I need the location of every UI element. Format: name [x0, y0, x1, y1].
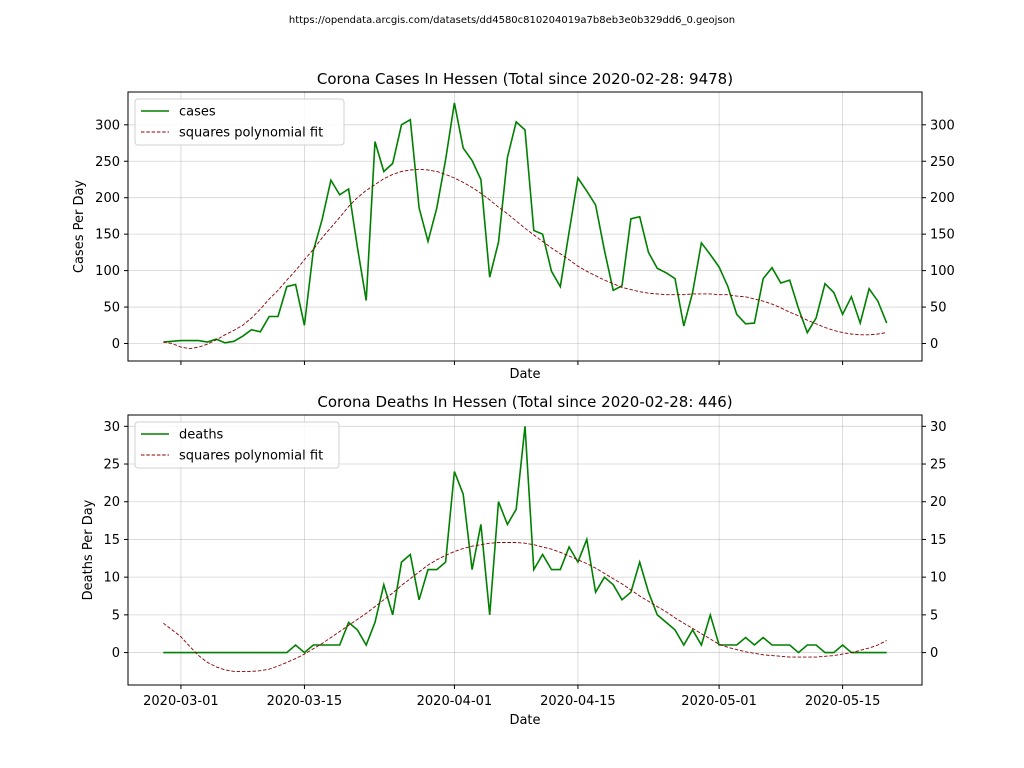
chart-title: Corona Cases In Hessen (Total since 2020… [317, 70, 733, 88]
y-tick-label-left: 300 [95, 118, 120, 133]
y-tick-label-right: 300 [930, 118, 955, 133]
legend-label: deaths [179, 428, 224, 443]
y-tick-label-left: 150 [95, 228, 120, 243]
legend-label: squares polynomial fit [179, 126, 323, 141]
x-axis-label: Date [509, 713, 540, 728]
y-tick-label-left: 10 [103, 571, 120, 586]
y-tick-label-left: 20 [103, 495, 120, 510]
x-tick-label: 2020-04-15 [540, 694, 616, 709]
y-axis-label: Cases Per Day [72, 180, 87, 274]
deaths-chart: 2020-03-01 2020-03-15 2020-04-01 2020-04-15… [81, 393, 947, 728]
y-tick-label-left: 5 [112, 608, 120, 623]
y-tick-label-left: 30 [103, 420, 120, 435]
y-tick-label-right: 250 [930, 155, 955, 170]
cases-chart: 0 0 50 50 100 100 150 150 200 200 250 250 300 300 Coro… [72, 70, 955, 382]
legend-label: cases [179, 105, 216, 120]
fit-line [163, 168, 887, 350]
y-tick-label-right: 50 [930, 301, 947, 316]
source-url: https://opendata.arcgis.com/datasets/dd4… [289, 15, 735, 26]
y-tick-label-right: 0 [930, 337, 938, 352]
chart-title: Corona Deaths In Hessen (Total since 202… [317, 393, 732, 411]
y-axis-label: Deaths Per Day [81, 499, 96, 600]
axes-frame [127, 414, 923, 686]
y-tick-label-left: 200 [95, 191, 120, 206]
y-tick-label-left: 0 [112, 646, 120, 661]
axes-frame [127, 91, 923, 362]
y-tick-label-right: 30 [930, 420, 947, 435]
y-tick-label-right: 0 [930, 646, 938, 661]
y-tick-label-left: 0 [112, 337, 120, 352]
y-tick-label-right: 100 [930, 264, 955, 279]
x-tick-label: 2020-05-01 [681, 694, 757, 709]
x-tick-label: 2020-04-01 [417, 694, 493, 709]
y-tick-label-right: 5 [930, 608, 938, 623]
y-tick-label-left: 100 [95, 264, 120, 279]
y-tick-label-right: 15 [930, 533, 947, 548]
series-line-deaths [163, 426, 887, 654]
y-tick-label-right: 150 [930, 228, 955, 243]
y-tick-label-left: 15 [103, 533, 120, 548]
y-tick-label-right: 200 [930, 191, 955, 206]
y-tick-label-right: 10 [930, 571, 947, 586]
x-tick-label: 2020-03-01 [143, 694, 219, 709]
y-tick-label-right: 20 [930, 495, 947, 510]
x-tick-label: 2020-05-15 [805, 694, 881, 709]
legend-box [134, 421, 340, 469]
y-tick-label-right: 25 [930, 458, 947, 473]
y-tick-label-left: 25 [103, 458, 120, 473]
y-tick-label-left: 250 [95, 155, 120, 170]
legend-label: squares polynomial fit [179, 449, 323, 464]
legend-box [134, 98, 345, 146]
x-tick-label: 2020-03-15 [267, 694, 343, 709]
y-tick-label-left: 50 [103, 301, 120, 316]
series-line-cases [163, 102, 888, 344]
x-axis-label: Date [509, 367, 540, 382]
fit-line [163, 542, 887, 672]
